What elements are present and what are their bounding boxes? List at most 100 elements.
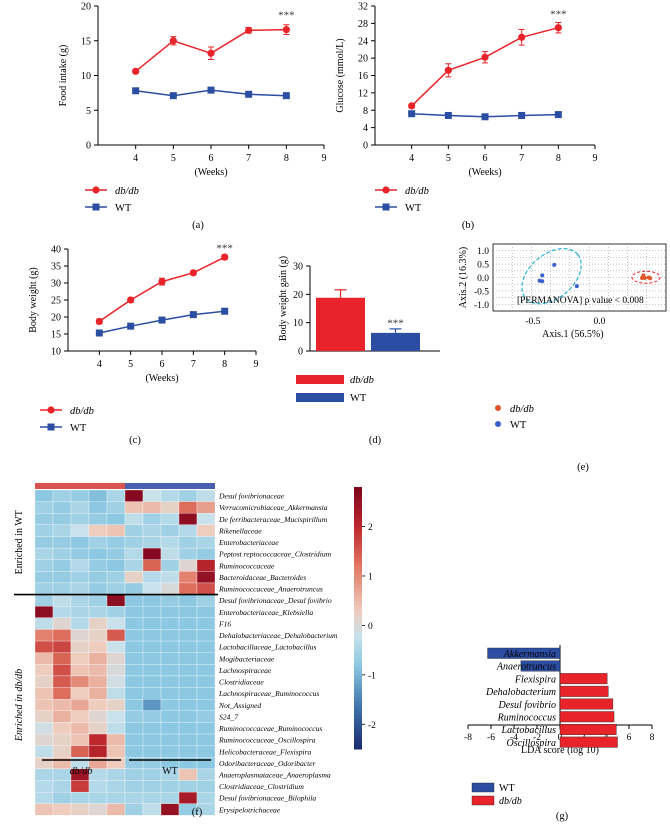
legend-label: WT [70, 423, 87, 434]
heatmap-cell [70, 803, 90, 816]
colorbar-segment [354, 661, 362, 667]
legend-label: db/db [115, 186, 139, 197]
data-point [207, 86, 215, 94]
heatmap-cell [52, 606, 72, 618]
heatmap-cell [34, 571, 54, 584]
chart-g: -8-6-4-202468LDA score (log 10)Akkermans… [464, 645, 655, 822]
row-label: Dehalobacteriaceae_Dehalobacterium [218, 631, 338, 640]
panel-letter: (c) [129, 435, 141, 446]
y-tick-label: 20 [293, 290, 303, 301]
heatmap-cell [196, 722, 216, 735]
colorbar-segment [354, 631, 362, 636]
x-axis-label: Axis.1 (56.5%) [542, 329, 603, 340]
x-tick-label: 5 [446, 153, 451, 164]
heatmap-cell [106, 699, 126, 711]
y-tick-label: 0.5 [477, 261, 489, 271]
heatmap-cell [106, 780, 126, 793]
heatmap-cell [70, 617, 90, 630]
heatmap-cell [142, 745, 162, 758]
significance-stars: *** [216, 243, 233, 255]
heatmap-cell [160, 640, 180, 653]
row-label: Ruminococcaceae [218, 561, 275, 570]
heatmap-cell [160, 664, 180, 677]
category-label: Lactobacillus [501, 725, 557, 736]
heatmap-cell [196, 606, 216, 618]
permanova-annotation: [PERMANOVA] p value < 0.008 [517, 296, 644, 306]
data-point [127, 322, 135, 330]
heatmap-cell [196, 559, 216, 572]
row-label: Anaeroplasmataceae_Anaeroplasma [218, 771, 331, 780]
heatmap-cell [88, 745, 108, 758]
heatmap-cell [160, 582, 180, 595]
heatmap-cell [52, 699, 72, 711]
heatmap-cell [106, 617, 126, 630]
heatmap-cell [196, 780, 216, 793]
legend-label: db/db [70, 406, 94, 417]
heatmap-cell [70, 699, 90, 711]
colorbar-segment [354, 543, 362, 549]
row-label: Lachnospiraceae_Ruminococcus [218, 689, 319, 698]
heatmap-cell [178, 582, 198, 595]
heatmap-cell [142, 803, 162, 816]
row-label: Lactobacillaceae_Lactobacillus [218, 643, 316, 652]
legend-marker [382, 186, 390, 194]
x-tick-label: 0.0 [594, 317, 606, 327]
heatmap-cell [178, 733, 198, 746]
heatmap-cell [70, 675, 90, 688]
heatmap-cell [124, 722, 144, 735]
colorbar-segment [354, 521, 362, 527]
lda-bar [559, 736, 618, 748]
heatmap-cell [34, 780, 54, 793]
heatmap-cell [142, 780, 162, 793]
data-point [245, 90, 253, 98]
panel-letter: (g) [556, 811, 569, 822]
x-tick-label: 7 [246, 153, 251, 164]
data-point [554, 111, 562, 119]
heatmap-cell [106, 501, 126, 514]
y-tick-label: 30 [293, 262, 303, 273]
row-label: Lachnospiraceae [218, 666, 272, 675]
colorbar-segment [354, 683, 362, 689]
heatmap-cell [160, 501, 180, 514]
heatmap-cell [196, 733, 216, 746]
y-tick-label: 20 [51, 313, 61, 324]
row-label: Clostridiaceae_Clostridium [219, 782, 304, 791]
legend-label: WT [405, 203, 422, 214]
row-label: Helicobacteraceae_Flexispira [218, 747, 312, 756]
data-point [554, 24, 562, 32]
heatmap-cell [70, 722, 90, 735]
heatmap-cell [124, 652, 144, 665]
x-tick-label: 8 [222, 359, 227, 370]
y-axis-label: Glucose (mmol/L) [335, 38, 346, 112]
heatmap-cell [88, 675, 108, 688]
heatmap-cell [70, 640, 90, 653]
x-tick-label: -0.5 [525, 317, 540, 327]
lda-bar [559, 711, 615, 723]
data-point [518, 111, 526, 119]
heatmap-cell [160, 745, 180, 758]
heatmap-cell [196, 489, 216, 502]
heatmap-cell [52, 664, 72, 677]
y-tick-label: 28 [358, 19, 368, 30]
colorbar-segment [354, 495, 362, 501]
y-axis-label: Body weight gain (g) [278, 256, 289, 341]
heatmap-cell [178, 699, 198, 711]
data-point [169, 37, 177, 45]
chart-f: Desul fovibrionaceae Verrucomicrobiaceae_… [14, 483, 376, 818]
heatmap-cell [196, 629, 216, 642]
legend-swatch [471, 782, 495, 793]
heatmap-cell [52, 617, 72, 630]
heatmap-cell [160, 780, 180, 793]
data-point [282, 92, 290, 100]
heatmap-cell [142, 768, 162, 781]
data-point [221, 307, 229, 315]
y-tick-label: 12 [358, 88, 368, 99]
heatmap-cell [52, 757, 72, 770]
x-tick-label: 5 [128, 359, 133, 370]
heatmap-cell [34, 617, 54, 630]
legend-label: WT [510, 420, 527, 431]
heatmap-cell [88, 606, 108, 618]
heatmap-cell [34, 791, 54, 804]
heatmap-cell [52, 629, 72, 642]
